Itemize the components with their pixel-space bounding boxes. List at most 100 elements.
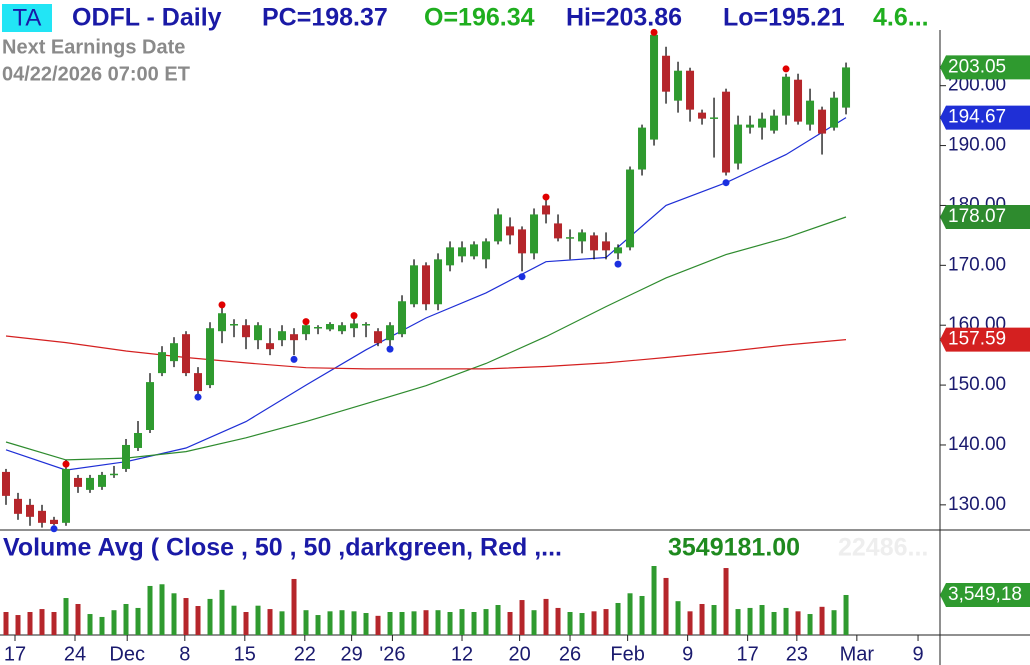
pivot-dot — [722, 179, 730, 187]
header-stat: Lo=195.21 — [723, 4, 845, 32]
volume-bar — [111, 610, 117, 635]
volume-bar — [735, 609, 741, 635]
price-tag-label: 178.07 — [948, 206, 1006, 227]
candle-body — [194, 373, 203, 392]
candle-body — [278, 331, 287, 341]
candle-body — [230, 324, 239, 326]
candle-body — [302, 325, 311, 335]
price-tag — [940, 55, 1030, 80]
x-tick-label: 22 — [294, 643, 316, 665]
candle-body — [110, 473, 119, 476]
candle-body — [446, 247, 455, 266]
badge: TA — [13, 4, 42, 31]
volume-bar — [663, 577, 669, 635]
candle-body — [554, 223, 563, 239]
candle-body — [170, 343, 179, 362]
volume-bar — [327, 611, 333, 635]
y-tick-label: 190.00 — [948, 135, 1006, 156]
volume-bar — [171, 593, 177, 635]
volume-tag — [940, 582, 1030, 607]
candle-body — [518, 229, 527, 254]
earnings-note: Next Earnings Date — [2, 36, 185, 58]
moving-average — [5, 117, 847, 471]
x-tick-label: 20 — [508, 643, 530, 665]
x-tick-label: 8 — [179, 643, 190, 665]
candle-body — [218, 313, 227, 332]
candle-body — [542, 205, 551, 215]
candle-body — [794, 79, 803, 122]
volume-bar — [159, 584, 165, 635]
volume-bar — [243, 612, 249, 635]
candle-body — [590, 235, 599, 251]
volume-bar — [423, 610, 429, 635]
price-tag-label: 194.67 — [948, 107, 1006, 128]
volume-bar — [651, 566, 657, 635]
x-tick-label: 17 — [737, 643, 759, 665]
volume-bar — [675, 601, 681, 635]
x-tick-label: '26 — [379, 643, 405, 665]
candle-body — [578, 232, 587, 242]
candle-body — [686, 70, 695, 110]
candle-body — [614, 247, 623, 254]
candle-body — [566, 237, 575, 239]
candle-body — [638, 127, 647, 170]
y-tick-label: 130.00 — [948, 494, 1006, 515]
volume-bar — [543, 598, 549, 635]
candle-body — [830, 97, 839, 128]
price-tag — [940, 327, 1030, 352]
moving-average — [5, 335, 847, 370]
pivot-dot — [290, 355, 298, 363]
candle-body — [494, 214, 503, 242]
volume-bar — [3, 612, 9, 635]
candle-body — [722, 91, 731, 173]
earnings-note: 04/22/2026 07:00 ET — [2, 63, 190, 85]
badge-bg — [2, 4, 52, 32]
candle-body — [86, 477, 95, 490]
candle-body — [626, 169, 635, 248]
candle-body — [254, 325, 263, 341]
candle-body — [662, 55, 671, 92]
pivot-dot — [218, 301, 226, 309]
candle-body — [98, 474, 107, 487]
volume-bar — [699, 603, 705, 635]
volume-tag-label: 3,549,18 — [948, 584, 1022, 605]
volume-bar — [303, 610, 309, 635]
header-stat: PC=198.37 — [262, 4, 388, 32]
volume-bar — [519, 600, 525, 635]
candle-body — [14, 498, 23, 514]
volume-bar — [375, 615, 381, 635]
volume-bar — [255, 605, 261, 635]
x-tick-label: 23 — [786, 643, 808, 665]
candle-body — [482, 241, 491, 260]
candle-body — [458, 247, 467, 257]
pivot-dot — [782, 65, 790, 73]
candle-body — [2, 471, 11, 496]
volume-bar — [219, 589, 225, 635]
volume-bar — [435, 610, 441, 635]
volume-bar — [807, 614, 813, 635]
volume-bar — [459, 609, 465, 635]
volume-bar — [207, 598, 213, 635]
candle-body — [530, 214, 539, 254]
price-tag-label: 203.05 — [948, 56, 1006, 77]
candle-body — [470, 244, 479, 257]
price-tag — [940, 105, 1030, 130]
volume-bar — [531, 610, 537, 635]
candle-body — [410, 265, 419, 305]
pivot-dot — [350, 312, 358, 320]
volume-bar — [315, 615, 321, 635]
x-tick-label: 24 — [64, 643, 86, 665]
candle-body — [134, 432, 143, 448]
pivot-dot — [614, 260, 622, 268]
volume-bar — [447, 612, 453, 635]
volume-bar — [483, 609, 489, 635]
candle-body — [434, 259, 443, 305]
volume-bar — [843, 594, 849, 635]
x-tick-label: 17 — [4, 643, 26, 665]
candle-body — [758, 118, 767, 128]
volume-bar — [819, 606, 825, 635]
volume-bar — [15, 615, 21, 635]
candle-body — [842, 67, 851, 108]
